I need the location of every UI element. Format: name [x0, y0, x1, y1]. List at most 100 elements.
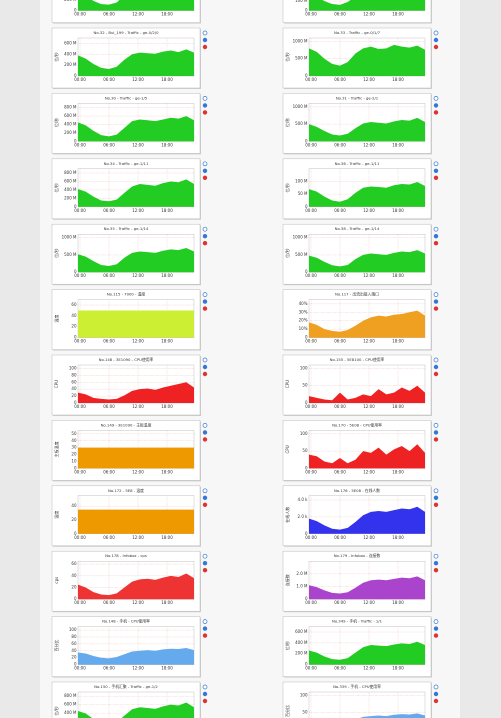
delete-icon[interactable] — [433, 110, 439, 115]
y-tick-label: 60 — [71, 302, 77, 307]
y-tick-label: 800 M — [64, 170, 77, 175]
delete-icon[interactable] — [433, 568, 439, 573]
y-axis-label: CPU — [285, 380, 290, 388]
y-tick-label: 20 — [71, 324, 77, 329]
x-tick-label: 18:00 — [161, 142, 173, 147]
delete-icon[interactable] — [433, 502, 439, 507]
y-tick-label: 20 — [71, 452, 77, 457]
info-icon[interactable] — [433, 234, 439, 239]
delete-icon[interactable] — [202, 306, 208, 311]
zoom-icon[interactable] — [202, 30, 208, 36]
y-axis-label: 位/秒 — [284, 641, 290, 650]
zoom-icon[interactable] — [202, 488, 208, 494]
delete-icon[interactable] — [202, 568, 208, 573]
y-tick-label: 0 — [305, 138, 308, 143]
delete-icon[interactable] — [202, 437, 208, 442]
zoom-icon[interactable] — [433, 423, 439, 428]
info-icon[interactable] — [202, 299, 208, 304]
delete-icon[interactable] — [433, 175, 439, 180]
delete-icon[interactable] — [433, 241, 439, 246]
info-icon[interactable] — [202, 430, 208, 435]
zoom-icon[interactable] — [202, 553, 208, 559]
area-series — [78, 310, 194, 338]
zoom-icon[interactable] — [433, 488, 439, 494]
info-icon[interactable] — [202, 626, 208, 631]
delete-icon[interactable] — [202, 241, 208, 246]
info-icon[interactable] — [433, 37, 439, 43]
delete-icon[interactable] — [202, 175, 208, 180]
y-tick-label: 0 — [305, 204, 308, 209]
graph-panel: No.339 - 手机 - CPU使用率百分比05010000:0006:001… — [282, 681, 439, 718]
area-series — [309, 385, 425, 403]
zoom-icon[interactable] — [433, 357, 439, 363]
zoom-icon[interactable] — [433, 30, 439, 36]
zoom-icon[interactable] — [202, 96, 208, 101]
graph-panel: No.349 - 手机 - Traffic - 1/1 位/秒 0 200 M 400 … — [282, 616, 439, 678]
zoom-icon[interactable] — [433, 619, 439, 624]
x-tick-label: 12:00 — [132, 535, 144, 540]
info-icon[interactable] — [202, 37, 208, 43]
info-icon[interactable] — [433, 430, 439, 435]
info-icon[interactable] — [202, 495, 208, 500]
x-tick-label: 06:00 — [103, 77, 115, 82]
y-tick-label: 0 — [305, 662, 308, 667]
x-tick-label: 00:00 — [74, 208, 86, 213]
info-icon[interactable] — [433, 626, 439, 631]
zoom-icon[interactable] — [433, 292, 439, 297]
delete-icon[interactable] — [433, 306, 439, 311]
info-icon[interactable] — [433, 691, 439, 697]
zoom-icon[interactable] — [202, 684, 208, 690]
x-tick-label: 06:00 — [103, 208, 115, 213]
x-tick-label: 12:00 — [363, 142, 375, 147]
zoom-icon[interactable] — [202, 619, 208, 624]
y-tick-label: 40 — [71, 503, 77, 508]
y-tick-label: 1000 M — [293, 104, 308, 109]
x-tick-label: 06:00 — [103, 142, 115, 147]
x-tick-label: 00:00 — [74, 469, 86, 474]
info-icon[interactable] — [433, 561, 439, 566]
delete-icon[interactable] — [202, 633, 208, 638]
zoom-icon[interactable] — [433, 96, 439, 101]
delete-icon[interactable] — [202, 110, 208, 115]
info-icon[interactable] — [433, 168, 439, 173]
delete-icon[interactable] — [433, 698, 439, 704]
delete-icon[interactable] — [433, 44, 439, 50]
zoom-icon[interactable] — [433, 553, 439, 559]
delete-icon[interactable] — [433, 633, 439, 638]
info-icon[interactable] — [202, 234, 208, 239]
delete-icon[interactable] — [202, 44, 208, 50]
y-tick-label: 0 — [305, 8, 308, 13]
y-tick-label: 50 — [71, 431, 77, 436]
zoom-icon[interactable] — [433, 684, 439, 690]
info-icon[interactable] — [433, 299, 439, 304]
info-icon[interactable] — [202, 691, 208, 697]
x-tick-label: 06:00 — [334, 600, 346, 605]
zoom-icon[interactable] — [202, 292, 208, 297]
delete-icon[interactable] — [433, 437, 439, 442]
delete-icon[interactable] — [433, 371, 439, 377]
info-icon[interactable] — [433, 364, 439, 370]
info-icon[interactable] — [433, 103, 439, 108]
delete-icon[interactable] — [202, 698, 208, 704]
area-series — [309, 641, 425, 665]
graph-panel: No.170 - 5E08 - CPU使用率 CPU 0 50 100 00:00 06:0… — [282, 420, 439, 482]
zoom-icon[interactable] — [202, 423, 208, 428]
info-icon[interactable] — [433, 495, 439, 500]
delete-icon[interactable] — [202, 371, 208, 377]
y-axis-label: CPU — [54, 380, 59, 388]
zoom-icon[interactable] — [433, 161, 439, 167]
y-tick-label: 10 — [71, 458, 77, 463]
info-icon[interactable] — [202, 561, 208, 566]
zoom-icon[interactable] — [202, 226, 208, 232]
zoom-icon[interactable] — [202, 357, 208, 363]
info-icon[interactable] — [202, 168, 208, 173]
y-axis-label: 百分比 — [284, 705, 290, 717]
info-icon[interactable] — [202, 364, 208, 370]
zoom-icon[interactable] — [433, 226, 439, 232]
zoom-icon[interactable] — [202, 161, 208, 167]
delete-icon[interactable] — [202, 502, 208, 507]
x-tick-label: 12:00 — [132, 12, 144, 17]
info-icon[interactable] — [202, 103, 208, 108]
x-tick-label: 12:00 — [132, 666, 144, 671]
y-tick-label: 0 — [305, 400, 308, 405]
